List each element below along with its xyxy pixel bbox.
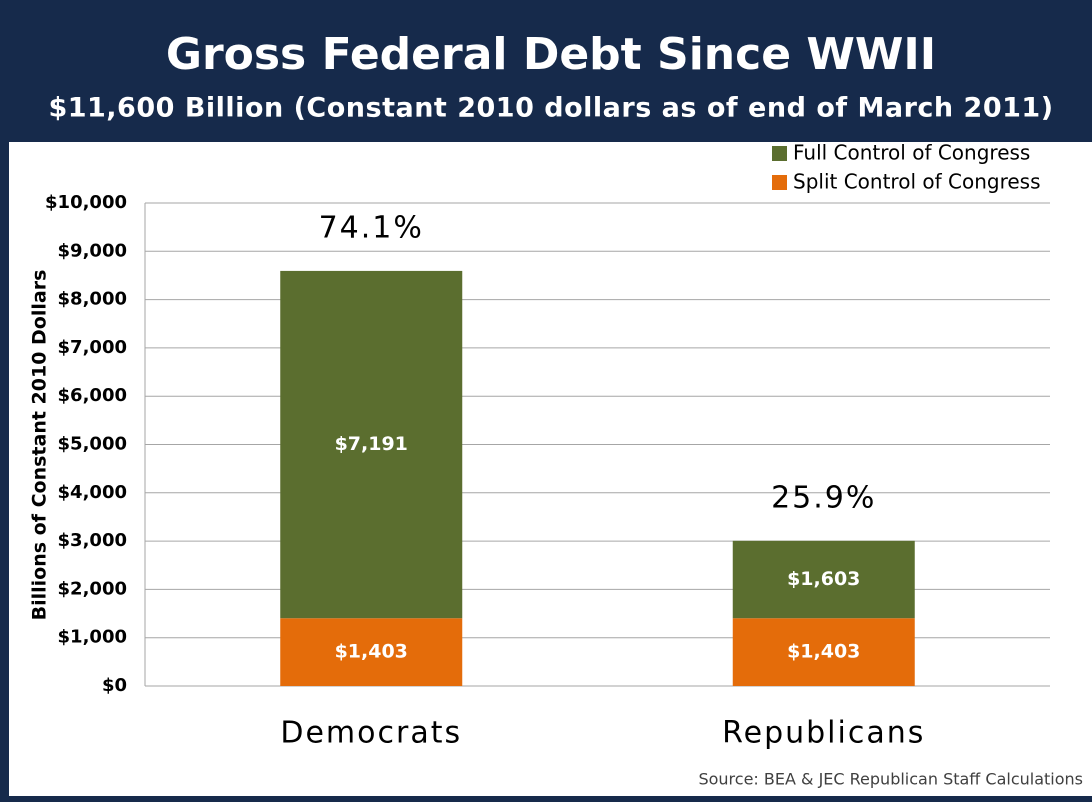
y-tick-label: $3,000 bbox=[58, 530, 127, 551]
y-tick-label: $8,000 bbox=[58, 289, 127, 310]
legend-label: Full Control of Congress bbox=[793, 141, 1030, 165]
data-label: $7,191 bbox=[335, 433, 408, 455]
bar-segment bbox=[732, 540, 915, 619]
bar-segment bbox=[280, 618, 463, 686]
chart-subtitle: $11,600 Billion (Constant 2010 dollars a… bbox=[48, 93, 1053, 124]
share-label: 25.9% bbox=[771, 480, 876, 515]
chart-title: Gross Federal Debt Since WWII bbox=[166, 29, 936, 80]
data-label: $1,403 bbox=[787, 641, 860, 663]
y-tick-label: $10,000 bbox=[45, 192, 127, 213]
y-tick-label: $2,000 bbox=[58, 578, 127, 599]
x-tick-label: Democrats bbox=[280, 716, 462, 751]
share-label: 74.1% bbox=[319, 210, 424, 245]
plot-background bbox=[9, 142, 1092, 796]
y-tick-label: $6,000 bbox=[58, 385, 127, 406]
data-label: $1,603 bbox=[787, 568, 860, 590]
y-tick-label: $5,000 bbox=[58, 434, 127, 455]
bar-segment bbox=[732, 618, 915, 686]
x-tick-label: Republicans bbox=[722, 716, 925, 751]
y-tick-label: $7,000 bbox=[58, 337, 127, 358]
y-tick-label: $4,000 bbox=[58, 482, 127, 503]
bar-segment bbox=[280, 270, 463, 619]
y-tick-label: $1,000 bbox=[58, 627, 127, 648]
legend-swatch bbox=[772, 146, 787, 161]
legend-label: Split Control of Congress bbox=[793, 170, 1041, 194]
legend-swatch bbox=[772, 175, 787, 190]
y-axis-label: Billions of Constant 2010 Dollars bbox=[29, 270, 51, 621]
source-note: Source: BEA & JEC Republican Staff Calcu… bbox=[698, 770, 1083, 789]
y-tick-label: $9,000 bbox=[58, 240, 127, 261]
data-label: $1,403 bbox=[335, 641, 408, 663]
y-tick-label: $0 bbox=[102, 675, 127, 696]
